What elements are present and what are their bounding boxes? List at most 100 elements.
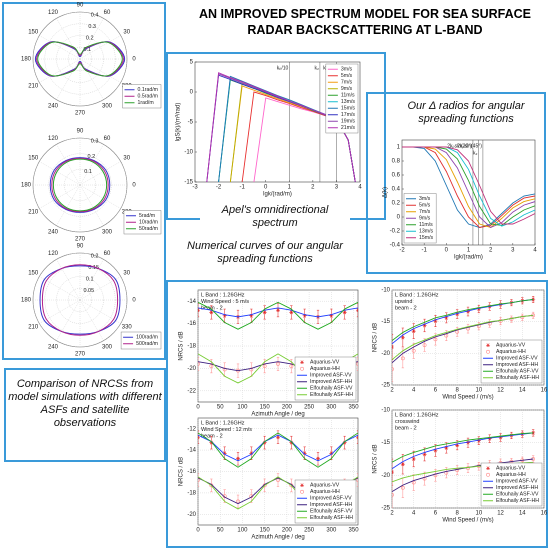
- y-axis-label: lgS(k)/(m³/rad): [176, 103, 182, 142]
- legend-label: Improved ASF-VV: [310, 373, 352, 379]
- y-tick-label: -20: [187, 366, 196, 372]
- angle-tick-label: 270: [75, 111, 86, 117]
- error-bar: [356, 303, 358, 318]
- x-tick-label: 250: [304, 405, 315, 411]
- error-bar: [356, 430, 358, 444]
- error-bar: [477, 322, 481, 331]
- data-point: [236, 499, 240, 504]
- x-tick-label: 100: [237, 405, 248, 411]
- legend-marker: [486, 343, 491, 348]
- x-tick-label: 4: [358, 185, 362, 191]
- legend-label: Aquarius-HH: [496, 349, 526, 355]
- legend-label: Aquarius-VV: [496, 466, 526, 472]
- x-axis-label: lgk/(rad/m): [454, 255, 483, 261]
- y-tick-label: -0.2: [390, 229, 401, 235]
- angle-tick-label: 330: [122, 325, 133, 331]
- legend-label: Elfouhaily ASF-HH: [310, 515, 353, 521]
- legend-box: [120, 331, 162, 350]
- error-bar: [392, 356, 394, 383]
- polar-panel: [2, 2, 166, 360]
- angle-tick-label: 0: [132, 57, 136, 63]
- polar-curve: [51, 157, 109, 213]
- legend-label: 13m/s: [419, 229, 434, 235]
- y-tick-label: -10: [381, 288, 390, 294]
- x-tick-label: 6: [434, 388, 438, 394]
- legend-label: 9m/s: [341, 86, 353, 92]
- legend-label: Elfouhaily ASF-VV: [496, 492, 539, 498]
- error-bar: [510, 315, 513, 323]
- data-point: [433, 337, 438, 342]
- radius-grid-circle: [56, 35, 104, 83]
- error-bar: [356, 356, 358, 371]
- angle-tick-label: 60: [104, 10, 111, 16]
- legend-label: Aquarius-HH: [310, 366, 340, 372]
- data-point: [249, 367, 254, 372]
- x-axis-label: Wind Speed / (m/s): [442, 395, 493, 401]
- radius-tick-label: 0.3: [88, 24, 96, 30]
- polar-curve: [52, 158, 108, 212]
- x-axis-label: lgk/(rad/m): [263, 192, 292, 198]
- x-axis-label: Azimuth Angle / deg: [251, 535, 304, 541]
- legend-label: Elfouhaily ASF-VV: [496, 369, 539, 375]
- y-tick-label: -15: [381, 319, 390, 325]
- x-tick-label: 200: [282, 528, 293, 534]
- annotation: L Band : 1.26GHz: [395, 292, 439, 298]
- y-tick-label: 1: [397, 145, 401, 151]
- data-point: [198, 308, 200, 313]
- x-tick-label: 0: [196, 528, 200, 534]
- x-tick-label: -2: [216, 185, 222, 191]
- data-point: [276, 478, 280, 482]
- angle-tick-label: 30: [123, 30, 130, 36]
- legend-marker: [300, 366, 304, 371]
- reference-label: kₚ/10: [277, 65, 289, 71]
- x-tick-label: 14: [519, 511, 526, 517]
- error-bar: [198, 473, 200, 487]
- y-tick-label: 0.8: [392, 159, 401, 165]
- error-bar: [488, 319, 491, 328]
- title: AN IMPROVED SPECTRUM MODEL FOR SEA SURFA…: [199, 7, 531, 37]
- data-point: [392, 367, 394, 372]
- error-bar: [276, 356, 280, 371]
- series-line: [198, 307, 358, 318]
- y-axis-label: Δ(k): [383, 187, 389, 198]
- legend-marker: [300, 483, 305, 488]
- legend-label: 3m/s: [341, 67, 353, 73]
- x-tick-label: -1: [421, 248, 427, 254]
- angle-tick-label: 60: [104, 251, 111, 257]
- data-point: [422, 343, 427, 348]
- y-axis-label: NRCS / dB: [179, 331, 185, 360]
- error-bar: [455, 465, 459, 475]
- angle-tick-label: 180: [21, 183, 32, 189]
- x-tick-label: 2: [390, 511, 394, 517]
- x-tick-label: 3: [335, 185, 339, 191]
- annotation: crosswind: [395, 419, 419, 425]
- series-group: [402, 146, 535, 229]
- y-tick-label: -25: [381, 506, 390, 512]
- x-tick-label: 10: [476, 388, 483, 394]
- y-tick-label: 0.6: [392, 173, 401, 179]
- error-bar: [531, 311, 535, 319]
- legend-label: Improved ASF-HH: [310, 379, 352, 385]
- legend-label: 21m/s: [341, 125, 356, 131]
- legend-label: Improved ASF-VV: [310, 496, 352, 502]
- angle-tick-label: 210: [28, 325, 39, 331]
- angle-tick-label: 240: [48, 229, 59, 235]
- error-bar: [466, 323, 470, 334]
- caption: Numerical curves of our angular spreadin…: [187, 240, 343, 265]
- legend-label: 15m/s: [341, 106, 356, 112]
- error-bar: [499, 316, 502, 326]
- delta-panel: [366, 92, 546, 274]
- x-tick-label: 12: [497, 511, 504, 517]
- data-point: [400, 335, 405, 340]
- angle-tick-label: 120: [48, 251, 59, 257]
- error-bar: [276, 473, 280, 487]
- x-tick-label: 14: [519, 388, 526, 394]
- data-point: [209, 364, 214, 369]
- radius-grid-circle: [32, 11, 128, 107]
- series-line: [392, 299, 534, 342]
- legend-label: 17m/s: [341, 112, 356, 118]
